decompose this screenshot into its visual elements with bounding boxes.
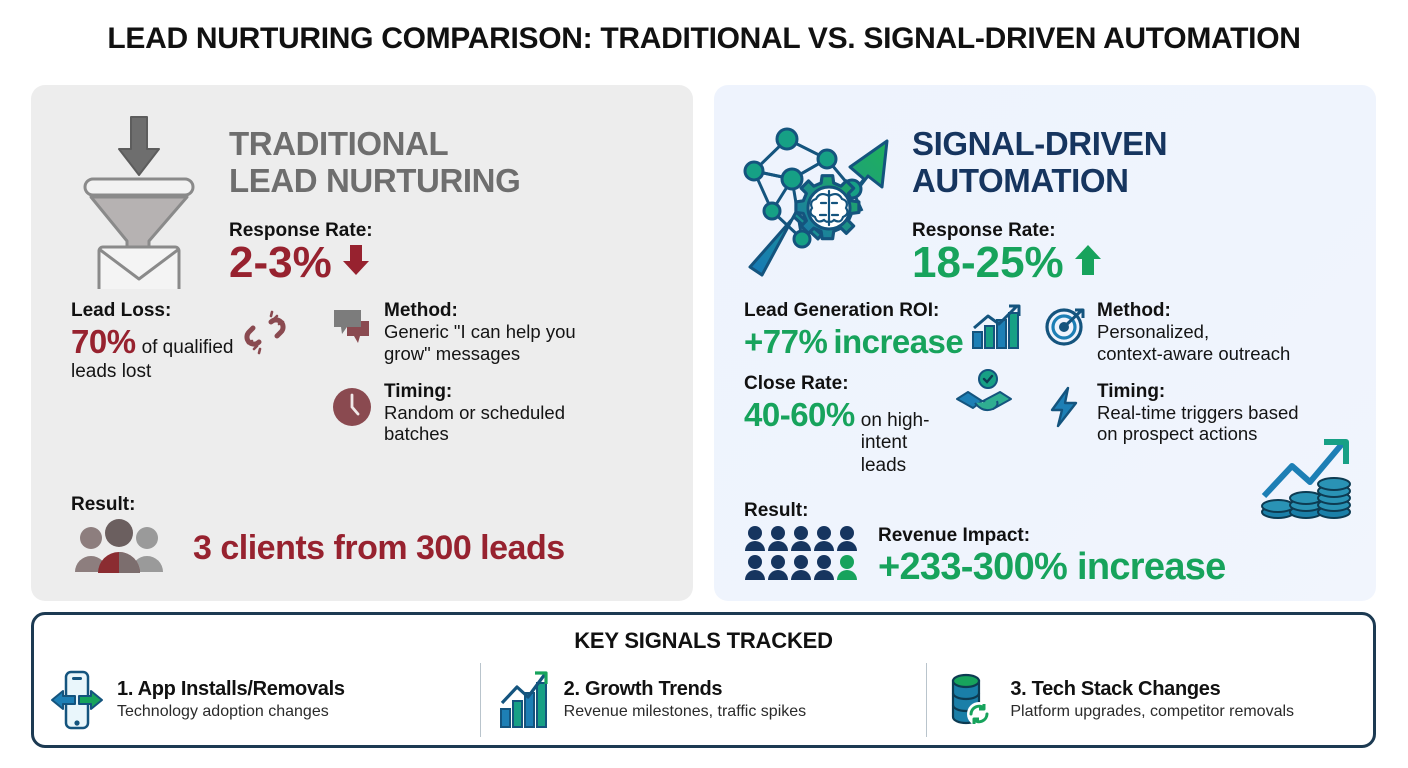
database-sync-icon bbox=[943, 669, 997, 731]
traditional-panel: TRADITIONAL LEAD NURTURING Response Rate… bbox=[31, 85, 693, 601]
page-title: LEAD NURTURING COMPARISON: TRADITIONAL V… bbox=[107, 22, 1301, 55]
traditional-item-method: Method: Generic "I can help you grow" me… bbox=[331, 300, 683, 365]
signal-result: Result: bbox=[744, 500, 1364, 591]
timing-desc-line2: batches bbox=[384, 423, 449, 445]
signal-2-sub: Revenue milestones, traffic spikes bbox=[563, 703, 807, 721]
signal-timing-desc-line2: on prospect actions bbox=[1097, 423, 1258, 445]
signal-2-name: 2. Growth Trends bbox=[563, 678, 723, 701]
traditional-heading-line2: LEAD NURTURING bbox=[229, 162, 521, 200]
revenue-impact-value: +233-300% increase bbox=[878, 546, 1226, 589]
signal-result-label: Result: bbox=[744, 500, 809, 521]
key-signals-bar: KEY SIGNALS TRACKED 1. App Installs/Remo… bbox=[31, 612, 1376, 748]
target-icon bbox=[1044, 305, 1086, 347]
lead-loss-value: 70% bbox=[71, 323, 136, 360]
signal-1-name: 1. App Installs/Removals bbox=[117, 678, 345, 701]
handshake-icon bbox=[955, 369, 1013, 426]
speech-bubbles-icon bbox=[331, 305, 373, 347]
signal-stats: Lead Generation ROI: +77% increase bbox=[714, 300, 1376, 477]
arrow-up-icon bbox=[1073, 240, 1103, 286]
clock-icon bbox=[331, 386, 373, 428]
network-ai-growth-icon bbox=[732, 99, 912, 289]
signal-item-timing: Timing: Real-time triggers based on pros… bbox=[1044, 381, 1366, 446]
signal-1-sub: Technology adoption changes bbox=[117, 703, 329, 721]
signal-method-desc-line2: context-aware outreach bbox=[1097, 342, 1291, 364]
funnel-email-icon bbox=[49, 99, 229, 303]
timing-desc-line1: Random or scheduled bbox=[384, 401, 565, 423]
roi-label: Lead Generation ROI: bbox=[744, 300, 940, 321]
lead-loss-line2: leads lost bbox=[71, 361, 152, 382]
method-desc-line1: Generic "I can help you bbox=[384, 321, 576, 343]
arrow-down-icon bbox=[341, 240, 371, 286]
method-title: Method: bbox=[384, 300, 458, 321]
signal-driven-panel: SIGNAL-DRIVEN AUTOMATION Response Rate: … bbox=[714, 85, 1376, 601]
signal-3-name: 3. Tech Stack Changes bbox=[1010, 678, 1221, 701]
traditional-result: Result: 3 clients from 300 leads bbox=[71, 494, 671, 579]
roi-suffix: increase bbox=[833, 323, 964, 360]
signal-3-sub: Platform upgrades, competitor removals bbox=[1010, 703, 1295, 721]
signal-response-value: 18-25% bbox=[912, 237, 1064, 287]
traditional-header: TRADITIONAL LEAD NURTURING Response Rate… bbox=[49, 99, 521, 303]
signal-driven-header: SIGNAL-DRIVEN AUTOMATION Response Rate: … bbox=[732, 99, 1168, 289]
traditional-response-value: 2-3% bbox=[229, 237, 332, 287]
signal-item-app-installs[interactable]: 1. App Installs/Removals Technology adop… bbox=[34, 663, 480, 737]
broken-chain-icon bbox=[241, 308, 289, 361]
traditional-result-label: Result: bbox=[71, 494, 136, 515]
lightning-bolt-icon bbox=[1044, 386, 1086, 428]
traditional-heading-line1: TRADITIONAL bbox=[229, 125, 449, 162]
signal-heading-line2: AUTOMATION bbox=[912, 162, 1129, 200]
lead-loss-label: Lead Loss: bbox=[71, 300, 172, 321]
traditional-item-timing: Timing: Random or scheduled batches bbox=[331, 381, 683, 446]
signal-item-tech-stack[interactable]: 3. Tech Stack Changes Platform upgrades,… bbox=[926, 663, 1373, 737]
signal-method-desc-line1: Personalized, bbox=[1097, 321, 1210, 343]
close-rate-suffix-line1: on high- bbox=[860, 410, 930, 431]
revenue-impact-label: Revenue Impact: bbox=[878, 525, 1031, 547]
signal-method-title: Method: bbox=[1097, 300, 1171, 321]
signal-item-growth-trends[interactable]: 2. Growth Trends Revenue milestones, tra… bbox=[479, 663, 927, 737]
people-group-icon bbox=[71, 518, 167, 579]
traditional-response-label: Response Rate: bbox=[229, 219, 373, 241]
signal-timing-desc-line1: Real-time triggers based bbox=[1097, 401, 1299, 423]
phone-swap-icon bbox=[50, 669, 104, 731]
close-rate-label: Close Rate: bbox=[744, 373, 849, 394]
people-grid-icon bbox=[744, 524, 862, 589]
close-rate-value: 40-60% bbox=[744, 396, 855, 433]
close-rate-suffix-line2: intent leads bbox=[860, 432, 908, 476]
signal-response-label: Response Rate: bbox=[912, 219, 1056, 241]
timing-title: Timing: bbox=[384, 380, 453, 402]
lead-loss-suffix: of qualified bbox=[141, 337, 234, 358]
coins-growth-icon bbox=[1258, 436, 1354, 529]
method-desc-line2: grow" messages bbox=[384, 342, 521, 364]
signal-timing-title: Timing: bbox=[1097, 380, 1166, 402]
traditional-stats: Lead Loss: 70% of qualified leads lost bbox=[31, 300, 693, 461]
bar-chart-growth-icon bbox=[969, 304, 1023, 355]
roi-value: +77% bbox=[744, 323, 828, 360]
signal-item-method: Method: Personalized, context-aware outr… bbox=[1044, 300, 1366, 365]
key-signals-title: KEY SIGNALS TRACKED bbox=[574, 628, 833, 653]
growth-chart-icon bbox=[497, 669, 551, 731]
signal-heading-line1: SIGNAL-DRIVEN bbox=[912, 125, 1168, 162]
traditional-result-text: 3 clients from 300 leads bbox=[193, 529, 565, 567]
